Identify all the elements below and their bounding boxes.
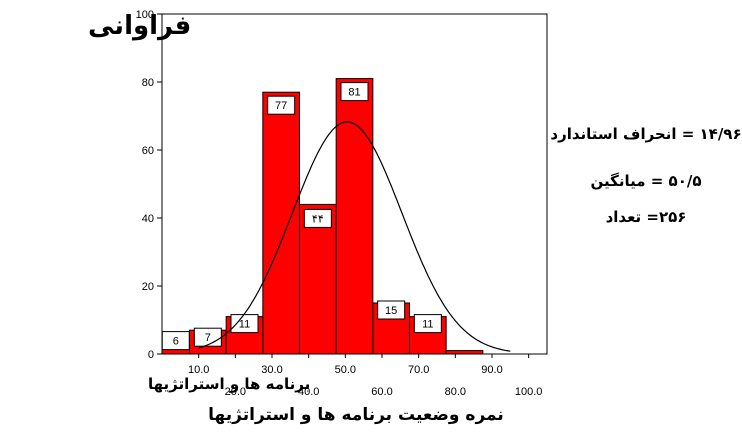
x-tick-label: 100.0: [515, 386, 543, 398]
stat-mean: ۵۰/۵ = میانگین: [591, 172, 702, 190]
x-tick-label: 70.0: [408, 364, 429, 376]
bar-value-label: 6: [173, 336, 179, 348]
bar-value-label: 7: [205, 332, 211, 344]
x-tick-label: 60.0: [371, 386, 392, 398]
histogram-bar: [335, 78, 374, 355]
y-tick-label: 0: [148, 349, 154, 361]
category-label: برنامه ها و استراتژیها: [148, 375, 310, 393]
bar-labels-group: 6 7 11 77 ۴۴ 81 15 11: [161, 82, 442, 351]
bar-label-box: [377, 300, 406, 320]
x-tick-label: 20.0: [225, 386, 246, 398]
normal-curve: [198, 121, 511, 352]
x-tick-label: 40.0: [298, 386, 319, 398]
y-tick-label: 80: [142, 77, 154, 89]
histogram-bar: [445, 350, 484, 355]
histogram-bar: [299, 203, 337, 355]
x-tick-label: 90.0: [481, 364, 502, 376]
bar-label-box: [161, 331, 190, 351]
x-tick-label: 80.0: [445, 386, 466, 398]
bar-value-label: 11: [239, 319, 250, 331]
bar-label-box: [413, 314, 442, 334]
bar-value-label: 77: [275, 100, 287, 112]
bar-value-label: 81: [348, 87, 360, 99]
y-tick-label: 20: [142, 281, 154, 293]
x-tick-label: 30.0: [261, 364, 282, 376]
x-tick-label: 10.0: [188, 364, 209, 376]
y-tick-label: 40: [142, 213, 154, 225]
y-tick-label: 60: [142, 145, 154, 157]
bar-label-box: [303, 208, 332, 228]
bar-label-box: [340, 82, 369, 102]
y-axis-title: فراوانی: [88, 11, 191, 41]
stat-std-dev: ۱۴/۹۶ = انحراف استاندارد: [550, 125, 741, 143]
x-tick-label: 50.0: [335, 364, 356, 376]
y-axis-ticks: 0 20 40 60 80 100: [136, 9, 162, 361]
bar-label-box: [267, 95, 296, 115]
bar-value-label: 15: [385, 305, 397, 317]
x-axis-ticks: 10.0 30.0 50.0 70.0 90.0 20.0 40.0 60.0 80.0 100.…: [188, 354, 542, 398]
bar-value-label: ۴۴: [312, 213, 324, 225]
histogram-bar: [262, 91, 301, 355]
stat-count: ۲۵۶= تعداد: [606, 208, 687, 226]
y-tick-label: 100: [136, 9, 154, 21]
x-axis-title: نمره وضعیت برنامه ها و استراتژیها: [208, 405, 504, 425]
bar-value-label: 11: [422, 319, 433, 331]
